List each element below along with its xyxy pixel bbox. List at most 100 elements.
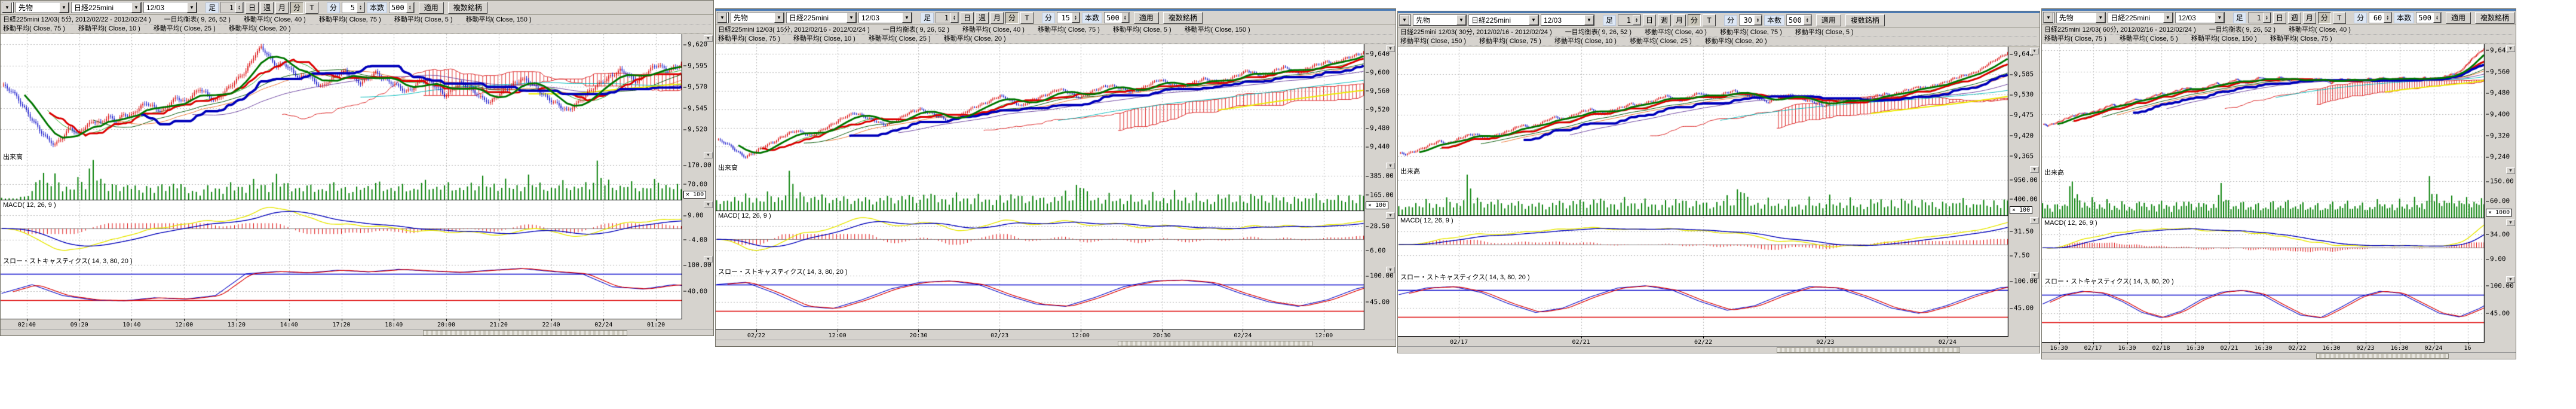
spinner-arrows-icon[interactable]: ▲ ▼ [2262,13,2271,23]
price-chart-canvas[interactable] [716,44,1364,329]
bars-spinner[interactable]: 500 ▲ ▼ [1104,12,1130,23]
period-month-button[interactable]: 月 [990,11,1004,24]
symbol-select[interactable]: 日経225mini ▼ [786,12,857,23]
spinner-arrows-icon[interactable]: ▲ ▼ [1633,15,1641,25]
bars-spinner[interactable]: 500 ▲ ▼ [389,2,415,13]
period-day-button[interactable]: 日 [246,1,259,14]
apply-button[interactable]: 適用 [1816,14,1841,26]
period-minute-button[interactable]: 分 [1005,11,1019,24]
period-week-button[interactable]: 週 [2287,11,2301,24]
multi-symbol-button[interactable]: 複数銘柄 [1845,14,1885,26]
pane-collapse-button[interactable]: ▼ [704,256,713,263]
spinner-arrows-icon[interactable]: ▲ ▼ [1072,13,1080,23]
period-week-button[interactable]: 週 [260,1,274,14]
minutes-spinner[interactable]: 5 ▲ ▼ [342,2,366,13]
legend-item: 移動平均( Close, 10 ) [793,35,855,42]
category-select[interactable]: 先物 ▼ [731,12,784,23]
pane-collapse-button[interactable]: ▼ [2506,219,2515,226]
period-tick-button[interactable]: T [2332,11,2346,24]
contract-select[interactable]: 12/03 ▼ [2175,12,2225,23]
apply-button[interactable]: 適用 [418,1,444,14]
spinner-arrows-icon[interactable]: ▲ ▼ [235,2,244,13]
category-select[interactable]: 先物 ▼ [16,2,69,13]
scrollbar-thumb[interactable] [2316,353,2449,359]
symbol-select[interactable]: 日経225mini ▼ [1468,14,1539,26]
pane-collapse-button[interactable]: ▼ [1386,267,1395,273]
chart-menu-dropdown[interactable]: ▼ [2043,12,2054,23]
price-chart-canvas[interactable] [1398,47,2008,336]
symbol-select[interactable]: 日経225mini ▼ [2108,12,2173,23]
contract-select[interactable]: 12/03 ▼ [143,2,197,13]
spinner-arrows-icon[interactable]: ▲ ▼ [357,2,365,13]
chart-menu-dropdown[interactable]: ▼ [1399,14,1411,26]
scrollbar-thumb[interactable] [423,330,627,335]
spinner-arrows-icon[interactable]: ▲ ▼ [950,13,959,23]
period-tick-button[interactable]: T [1703,14,1716,26]
pane-collapse-button[interactable]: ▼ [704,202,713,208]
spinner-arrows-icon[interactable]: ▲ ▼ [2433,13,2441,23]
bars-spinner[interactable]: 500 ▲ ▼ [2416,12,2442,23]
period-minute-button[interactable]: 分 [290,1,304,14]
pane-collapse-button[interactable]: ▼ [2030,217,2039,224]
contract-select[interactable]: 12/03 ▼ [1541,14,1594,26]
apply-button[interactable]: 適用 [2445,11,2471,24]
pane-collapse-button[interactable]: ▼ [2030,48,2039,54]
chart-menu-dropdown[interactable]: ▼ [717,12,729,23]
period-day-button[interactable]: 日 [1643,14,1657,26]
spinner-arrows-icon[interactable]: ▲ ▼ [1754,15,1762,25]
contract-select[interactable]: 12/03 ▼ [858,12,912,23]
period-day-button[interactable]: 日 [961,11,974,24]
period-month-button[interactable]: 月 [275,1,289,14]
pane-collapse-button[interactable]: ▼ [1386,212,1395,219]
pane-collapse-button[interactable]: ▼ [1386,163,1395,169]
apply-button[interactable]: 適用 [1133,11,1159,24]
pane-collapse-button[interactable]: ▼ [2506,45,2515,52]
category-select[interactable]: 先物 ▼ [1413,14,1467,26]
horizontal-scrollbar[interactable] [1398,346,2040,353]
ashi-count-spinner[interactable]: 1 ▲ ▼ [1618,14,1642,26]
period-month-button[interactable]: 月 [1673,14,1686,26]
scrollbar-thumb[interactable] [1118,341,1312,346]
chart-menu-dropdown[interactable]: ▼ [2,2,14,13]
period-minute-button[interactable]: 分 [2317,11,2331,24]
minutes-spinner[interactable]: 30 ▲ ▼ [1739,14,1763,26]
period-month-button[interactable]: 月 [2302,11,2316,24]
period-tick-button[interactable]: T [305,1,319,14]
period-minute-button[interactable]: 分 [1688,14,1701,26]
legend-item: 移動平均( Close, 150 ) [465,16,532,23]
minutes-spinner[interactable]: 60 ▲ ▼ [2369,12,2393,23]
pane-collapse-button[interactable]: ▼ [2506,276,2515,283]
multi-symbol-button[interactable]: 複数銘柄 [2474,11,2514,24]
period-week-button[interactable]: 週 [976,11,989,24]
horizontal-scrollbar[interactable] [2042,352,2516,359]
pane-collapse-button[interactable]: ▼ [2506,167,2515,174]
price-chart-canvas[interactable] [1,34,682,319]
price-chart-canvas[interactable] [2042,44,2485,342]
ashi-count-spinner[interactable]: 1 ▲ ▼ [2247,12,2271,23]
horizontal-scrollbar[interactable] [716,340,1396,346]
pane-collapse-button[interactable]: ▼ [704,35,713,42]
ashi-count-spinner[interactable]: 1 ▲ ▼ [936,12,959,23]
bars-spinner[interactable]: 500 ▲ ▼ [1786,14,1812,26]
period-tick-button[interactable]: T [1020,11,1034,24]
multi-symbol-button[interactable]: 複数銘柄 [1163,11,1203,24]
horizontal-scrollbar[interactable] [1,329,713,335]
spinner-arrows-icon[interactable]: ▲ ▼ [1121,13,1129,23]
category-select[interactable]: 先物 ▼ [2056,12,2106,23]
scrollbar-thumb[interactable] [1777,347,1960,353]
macd-axis-label: 28.50 [1366,222,1390,230]
spinner-arrows-icon[interactable]: ▲ ▼ [2384,13,2392,23]
minutes-spinner[interactable]: 15 ▲ ▼ [1057,12,1081,23]
pane-collapse-button[interactable]: ▼ [704,152,713,158]
period-week-button[interactable]: 週 [1658,14,1672,26]
symbol-select[interactable]: 日経225mini ▼ [71,2,142,13]
pane-collapse-button[interactable]: ▼ [1386,45,1395,52]
spinner-arrows-icon[interactable]: ▲ ▼ [1803,15,1811,25]
pane-collapse-button[interactable]: ▼ [2030,272,2039,279]
time-tick [2059,342,2060,344]
multi-symbol-button[interactable]: 複数銘柄 [447,1,487,14]
spinner-arrows-icon[interactable]: ▲ ▼ [406,2,414,13]
ashi-count-spinner[interactable]: 1 ▲ ▼ [220,2,244,13]
period-day-button[interactable]: 日 [2273,11,2286,24]
pane-collapse-button[interactable]: ▼ [2030,166,2039,173]
